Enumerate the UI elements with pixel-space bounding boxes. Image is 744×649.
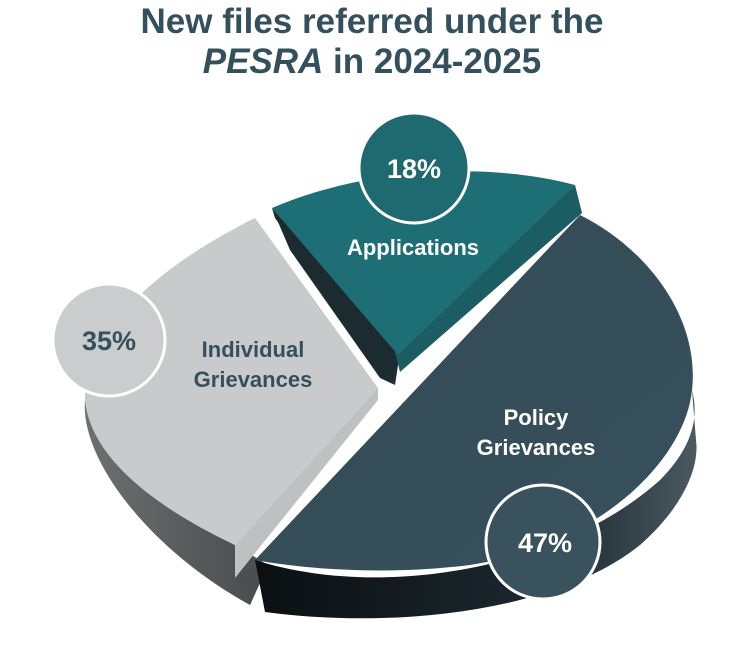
chart-title: New files referred under the PESRA in 20… xyxy=(0,2,744,82)
chart-title-pesra: PESRA xyxy=(202,42,324,81)
label-policy-grievances-line2: Grievances xyxy=(477,435,596,460)
percent-bubble-policy-grievances: 47% xyxy=(484,483,602,601)
percent-applications: 18% xyxy=(387,154,441,184)
percent-bubble-individual-grievances: 35% xyxy=(51,282,167,398)
chart-title-line1: New files referred under the xyxy=(140,2,604,41)
slice-individual-grievances xyxy=(84,218,378,605)
label-applications: Applications xyxy=(347,235,479,260)
label-policy-grievances-line1: Policy xyxy=(504,405,570,430)
chart-title-year: in 2024-2025 xyxy=(323,42,542,81)
percent-individual-grievances: 35% xyxy=(82,326,136,356)
slice-applications xyxy=(272,171,582,385)
label-individual-grievances-line2: Grievances xyxy=(194,367,313,392)
chart-title-line2: PESRA in 2024-2025 xyxy=(0,42,744,82)
percent-bubble-applications: 18% xyxy=(357,111,471,225)
percent-policy-grievances: 47% xyxy=(518,528,572,558)
label-individual-grievances-line1: Individual xyxy=(202,337,305,362)
